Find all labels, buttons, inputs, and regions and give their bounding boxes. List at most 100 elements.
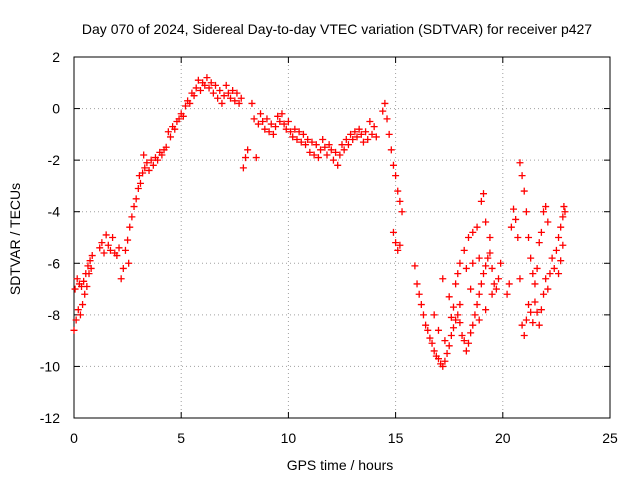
- data-point: [533, 264, 541, 272]
- data-point: [192, 84, 200, 92]
- data-point: [212, 81, 220, 89]
- x-tick-label: 25: [602, 430, 618, 446]
- data-point: [222, 81, 230, 89]
- data-point: [469, 228, 477, 236]
- data-point: [214, 94, 222, 102]
- data-point: [555, 234, 563, 241]
- data-point: [514, 234, 522, 241]
- data-point: [486, 249, 494, 257]
- data-point: [269, 130, 277, 138]
- data-point: [379, 107, 387, 115]
- data-point: [323, 151, 331, 159]
- plot-frame: [73, 56, 611, 419]
- data-point: [535, 239, 543, 247]
- data-point: [71, 285, 79, 293]
- data-point: [394, 246, 402, 254]
- data-point: [231, 97, 239, 105]
- data-point: [454, 270, 462, 278]
- data-point: [559, 213, 567, 221]
- data-point: [396, 197, 404, 205]
- data-point: [525, 301, 533, 309]
- data-point: [121, 246, 129, 254]
- data-point: [529, 319, 537, 327]
- data-point: [291, 125, 299, 133]
- data-point: [250, 115, 258, 123]
- data-point: [102, 231, 110, 239]
- data-point: [100, 249, 108, 257]
- data-point: [171, 125, 179, 133]
- data-point: [252, 154, 260, 162]
- data-point: [445, 342, 453, 350]
- tick-labels: 0 5 10 15 20 25 -12 -10 -8 -6 -4 -2 0 2: [40, 49, 618, 446]
- data-point: [81, 290, 89, 298]
- data-point: [242, 154, 250, 162]
- data-point: [516, 275, 524, 283]
- x-tick-label: 20: [495, 430, 511, 446]
- data-point: [141, 164, 149, 172]
- data-point: [544, 218, 552, 226]
- x-axis-label: GPS time / hours: [287, 457, 394, 473]
- data-point: [389, 228, 397, 236]
- y-tick-label: -12: [40, 410, 60, 426]
- data-point: [125, 259, 133, 267]
- data-point: [518, 321, 526, 329]
- data-point: [72, 316, 80, 324]
- data-point: [319, 136, 327, 144]
- data-point: [497, 259, 505, 267]
- data-point: [520, 187, 528, 195]
- data-point: [164, 128, 172, 136]
- data-point: [73, 275, 81, 283]
- data-point: [482, 306, 490, 314]
- data-point: [462, 264, 470, 272]
- data-point: [88, 252, 96, 260]
- data-point: [117, 275, 125, 283]
- data-point: [194, 76, 202, 84]
- data-point: [368, 130, 376, 138]
- data-point: [362, 128, 370, 136]
- data-point: [113, 252, 121, 260]
- data-point: [349, 136, 357, 144]
- data-point: [209, 89, 217, 97]
- data-point: [464, 339, 472, 347]
- data-point: [533, 308, 541, 316]
- data-point: [505, 280, 513, 288]
- data-point: [359, 138, 367, 146]
- data-point: [325, 141, 333, 149]
- data-point: [74, 306, 82, 314]
- data-point: [415, 290, 423, 298]
- data-point: [557, 223, 565, 231]
- data-point: [381, 99, 389, 107]
- data-point: [462, 347, 470, 355]
- data-point: [460, 246, 468, 254]
- data-point: [338, 141, 346, 149]
- data-point: [480, 270, 488, 278]
- data-point: [542, 275, 550, 283]
- data-point: [456, 301, 464, 309]
- data-point: [340, 146, 348, 154]
- data-point: [336, 151, 344, 159]
- data-point: [355, 125, 363, 133]
- data-point: [147, 156, 155, 164]
- data-point: [392, 172, 400, 180]
- data-point: [237, 94, 245, 102]
- data-point: [332, 148, 340, 156]
- data-point: [529, 270, 537, 278]
- data-point: [98, 239, 106, 247]
- data-point: [140, 151, 148, 159]
- data-point: [430, 311, 438, 319]
- data-point: [411, 262, 419, 270]
- data-point: [488, 290, 496, 298]
- data-point: [527, 254, 535, 262]
- data-point: [143, 159, 151, 167]
- data-point: [460, 337, 468, 345]
- data-point: [351, 128, 359, 136]
- data-point: [417, 301, 425, 309]
- data-point: [306, 148, 314, 156]
- data-point: [486, 234, 494, 241]
- data-point: [334, 161, 342, 169]
- data-point: [510, 205, 518, 213]
- data-point: [396, 241, 404, 249]
- data-point: [357, 130, 365, 138]
- data-point: [162, 143, 170, 151]
- data-point: [428, 339, 436, 347]
